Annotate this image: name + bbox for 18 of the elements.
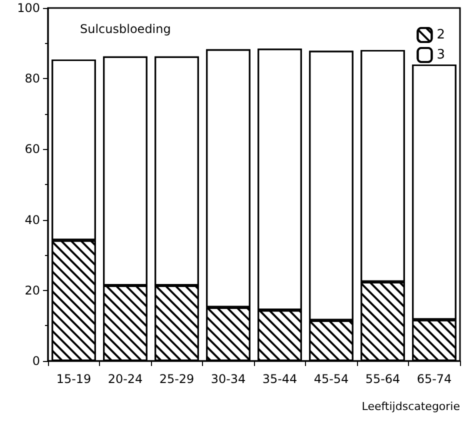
- y-tick-label: 60: [24, 142, 40, 156]
- x-tick-label: 25-29: [159, 372, 194, 386]
- y-tick-label: 0: [32, 354, 40, 368]
- y-tick-label: 80: [24, 72, 40, 86]
- x-tick-label: 15-19: [56, 372, 92, 386]
- x-tick-label: 35-44: [262, 372, 298, 386]
- text: Sulcusbloeding: [80, 22, 171, 36]
- legend-label: 3: [436, 48, 446, 62]
- x-tick-label: 20-24: [108, 372, 143, 386]
- y-tick-label: 100: [17, 1, 40, 15]
- x-tick-label: 55-64: [365, 372, 400, 386]
- x-tick-label: 30-34: [210, 372, 246, 386]
- x-tick-label: 65-74: [416, 372, 452, 386]
- x-axis-title: Leeftijdscategorie: [362, 400, 460, 413]
- x-tick-label: 45-54: [314, 372, 349, 386]
- y-tick-label: 20: [24, 283, 40, 298]
- legend-label: 2: [436, 28, 446, 42]
- y-tick-label: 40: [24, 212, 40, 227]
